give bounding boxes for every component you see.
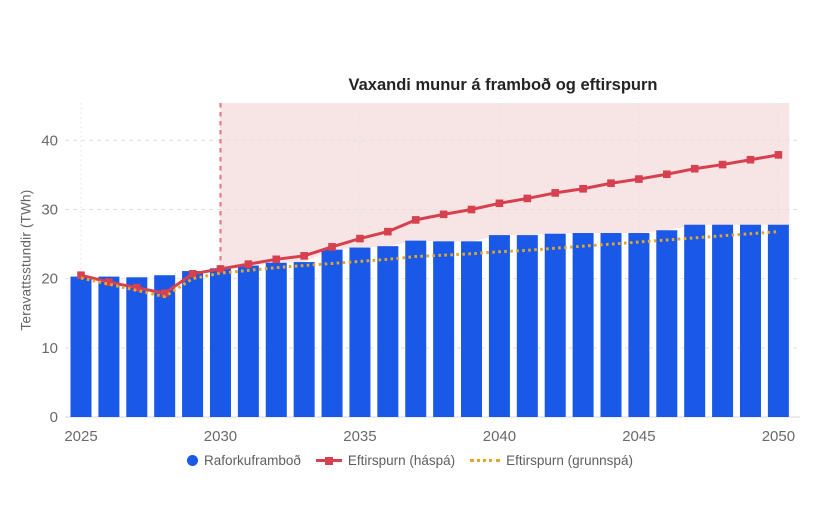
bar-2029[interactable] (182, 271, 204, 417)
x-axis-tick-label-2025: 2025 (64, 428, 97, 445)
legend: Raforkuframboð Eftirspurn (háspá) Eftirs… (0, 453, 820, 468)
bar-2045[interactable] (628, 233, 650, 417)
haspa-marker-2030[interactable] (216, 265, 225, 273)
x-axis-tick-label-2050: 2050 (762, 428, 795, 445)
bar-2027[interactable] (126, 277, 148, 417)
bar-2034[interactable] (321, 249, 343, 417)
bar-2039[interactable] (461, 241, 483, 417)
haspa-marker-2037[interactable] (411, 216, 420, 224)
legend-label-eftirspurn-haspa: Eftirspurn (háspá) (347, 453, 456, 468)
bar-2042[interactable] (544, 233, 566, 417)
haspa-marker-2026[interactable] (105, 278, 113, 286)
bar-2046[interactable] (656, 230, 678, 417)
bar-2028[interactable] (154, 275, 176, 417)
haspa-marker-2032[interactable] (272, 255, 281, 264)
haspa-marker-2025[interactable] (77, 271, 85, 280)
bar-2030[interactable] (209, 268, 231, 417)
grunnspa-line[interactable] (80, 230, 779, 299)
bar-2049[interactable] (739, 224, 761, 417)
line-series-swatch-icon (315, 456, 342, 465)
haspa-marker-2044[interactable] (607, 179, 615, 188)
y-axis-tick-label-30: 30 (41, 202, 58, 219)
haspa-line[interactable] (80, 153, 779, 295)
haspa-marker-2028[interactable] (160, 289, 169, 297)
bar-2025[interactable] (70, 276, 92, 417)
bar-2037[interactable] (405, 240, 427, 417)
haspa-marker-2033[interactable] (300, 252, 308, 260)
bar-2048[interactable] (712, 224, 734, 417)
haspa-marker-2042[interactable] (551, 189, 560, 197)
x-axis-tick-label-2035: 2035 (343, 428, 376, 445)
x-axis-tick-label-2030: 2030 (204, 428, 237, 445)
haspa-marker-2045[interactable] (635, 175, 643, 183)
x-axis-tick-label-2040: 2040 (483, 428, 516, 445)
legend-label-raforkuframbod: Raforkuframboð (204, 453, 301, 468)
bar-2031[interactable] (237, 265, 259, 417)
bar-series-swatch-icon (187, 455, 199, 466)
haspa-marker-2039[interactable] (467, 205, 476, 214)
y-axis-tick-label-10: 10 (41, 340, 58, 357)
dotted-series-swatch-icon (470, 459, 501, 462)
legend-label-eftirspurn-grunnspa: Eftirspurn (grunnspá) (506, 453, 633, 468)
haspa-marker-2047[interactable] (690, 164, 699, 173)
bar-2043[interactable] (572, 233, 594, 417)
haspa-marker-2029[interactable] (188, 270, 197, 278)
legend-item-eftirspurn-grunnspa[interactable]: Eftirspurn (grunnspá) (470, 453, 633, 468)
bar-2040[interactable] (488, 235, 510, 417)
bar-2035[interactable] (349, 247, 371, 417)
haspa-marker-2038[interactable] (439, 210, 448, 219)
bar-2041[interactable] (516, 235, 538, 417)
bar-2038[interactable] (433, 241, 455, 417)
bar-2026[interactable] (98, 276, 120, 417)
haspa-marker-2027[interactable] (132, 283, 141, 292)
haspa-marker-2050[interactable] (774, 151, 783, 159)
bar-2032[interactable] (265, 262, 287, 417)
x-axis-tick-label-2045: 2045 (622, 428, 655, 445)
chart-title: Vaxandi munur á framboð og eftirspurn (348, 76, 658, 94)
y-axis-tick-label-0: 0 (50, 409, 58, 426)
bar-2044[interactable] (600, 233, 622, 417)
haspa-marker-2049[interactable] (746, 155, 755, 164)
y-axis-tick-label-20: 20 (41, 271, 58, 288)
haspa-marker-2046[interactable] (662, 170, 671, 179)
bar-2047[interactable] (684, 224, 706, 417)
legend-item-eftirspurn-haspa[interactable]: Eftirspurn (háspá) (315, 453, 456, 468)
y-axis-tick-label-40: 40 (41, 132, 58, 149)
haspa-marker-2043[interactable] (579, 184, 587, 193)
haspa-marker-2031[interactable] (244, 260, 253, 268)
haspa-marker-2040[interactable] (495, 199, 504, 208)
bar-2036[interactable] (377, 246, 399, 417)
haspa-marker-2048[interactable] (718, 160, 727, 169)
gap-region (220, 103, 790, 269)
haspa-marker-2034[interactable] (328, 243, 336, 251)
haspa-marker-2035[interactable] (356, 234, 364, 243)
bar-2033[interactable] (293, 262, 315, 417)
legend-item-raforkuframbod[interactable]: Raforkuframboð (187, 453, 301, 468)
haspa-marker-2036[interactable] (384, 227, 392, 236)
haspa-marker-2041[interactable] (523, 194, 532, 203)
bar-2050[interactable] (767, 224, 789, 417)
